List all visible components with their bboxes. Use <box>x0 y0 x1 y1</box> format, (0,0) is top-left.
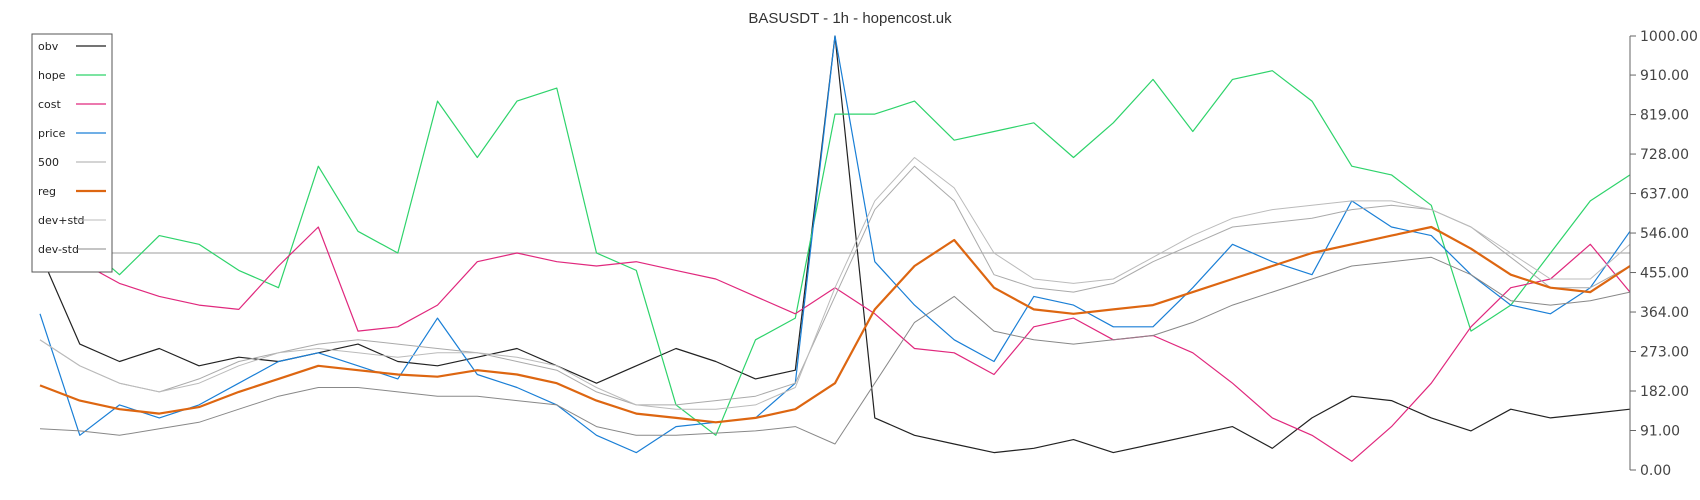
y-tick-label: 364.00 <box>1640 305 1689 321</box>
series-lines <box>39 35 1631 462</box>
y-tick-label: 182.00 <box>1640 384 1689 400</box>
series-line-reg <box>39 225 1631 424</box>
legend-label: price <box>38 127 66 140</box>
series-line-500 <box>39 165 1631 406</box>
y-tick-label: 273.00 <box>1640 345 1689 361</box>
series-line-obv <box>39 35 1631 454</box>
series-line-hope <box>39 70 1631 436</box>
y-tick-label: 728.00 <box>1640 147 1689 163</box>
legend-label: cost <box>38 98 62 111</box>
series-line-price <box>39 35 1631 454</box>
legend-label: obv <box>38 40 59 53</box>
y-tick-label: 91.00 <box>1640 424 1680 440</box>
y-axis: 0.00 91.00 182.00 273.00 364.00 455.00 546.00 6… <box>1629 29 1698 479</box>
y-tick-label: 455.00 <box>1640 266 1689 282</box>
legend-label: reg <box>38 185 56 198</box>
legend-label: 500 <box>38 156 59 169</box>
y-tick-label: 1000.00 <box>1640 29 1698 45</box>
y-tick-label: 819.00 <box>1640 108 1689 124</box>
y-tick-label: 910.00 <box>1640 68 1689 84</box>
series-line-dev-std <box>39 256 1631 445</box>
y-tick-label: 0.00 <box>1640 463 1671 479</box>
chart-title: BASUSDT - 1h - hopencost.uk <box>748 10 952 27</box>
legend-label: hope <box>38 69 66 82</box>
legend: obv hope cost price 500 reg dev+std dev-std <box>31 33 113 273</box>
legend-box <box>31 33 113 273</box>
legend-label: dev-std <box>38 243 79 256</box>
series-line-dev+std <box>39 157 1631 410</box>
y-tick-label: 637.00 <box>1640 187 1689 203</box>
y-tick-label: 546.00 <box>1640 226 1689 242</box>
legend-label: dev+std <box>38 214 85 227</box>
